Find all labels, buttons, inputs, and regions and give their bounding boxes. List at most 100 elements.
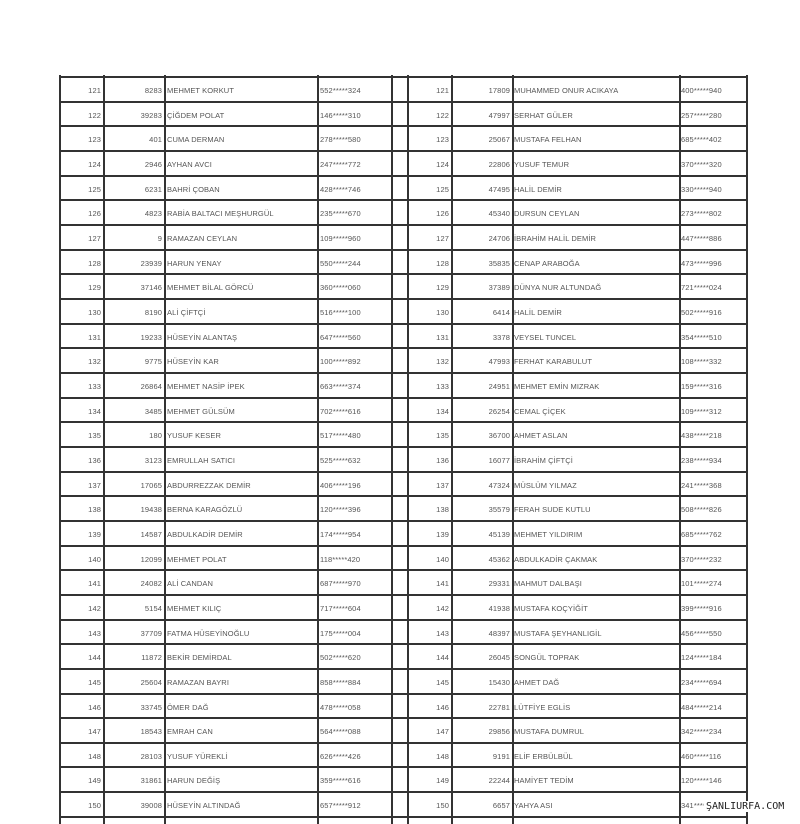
id-number-cell: 159*****316 — [681, 381, 722, 391]
full-name-cell: İBRAHİM HALİL DEMİR — [514, 233, 597, 243]
table-row-border — [59, 371, 748, 374]
full-name-cell: HAMİYET TEDİM — [514, 776, 574, 786]
applicant-id-cell: 28103 — [140, 751, 162, 761]
row-number-cell: 149 — [88, 776, 101, 786]
applicant-id-cell: 17809 — [488, 86, 510, 95]
table-row-border — [59, 445, 748, 448]
full-name-cell: ALİ ÇİFTÇİ — [167, 307, 206, 317]
row-number-cell: 129 — [436, 283, 449, 293]
row-number-cell: 137 — [436, 480, 449, 490]
id-number-cell: 273*****802 — [681, 209, 722, 219]
table-row-border — [59, 741, 748, 744]
id-number-cell: 502*****916 — [681, 307, 722, 317]
applicant-id-cell: 47495 — [488, 184, 510, 194]
id-number-cell: 359*****616 — [320, 776, 361, 786]
applicant-id-cell: 24082 — [140, 579, 162, 589]
full-name-cell: MEHMET KILIÇ — [167, 603, 222, 613]
table-column-border — [512, 75, 514, 824]
row-number-cell: 126 — [436, 209, 449, 219]
id-number-cell: 702*****616 — [320, 406, 361, 416]
row-number-cell: 140 — [436, 554, 449, 564]
full-name-cell: MUSTAFA KOÇYİĞİT — [514, 603, 588, 613]
applicant-id-cell: 5154 — [144, 603, 162, 613]
id-number-cell: 118*****420 — [320, 554, 361, 564]
id-number-cell: 685*****402 — [681, 135, 722, 145]
id-number-cell: 370*****320 — [681, 159, 722, 169]
row-number-cell: 144 — [436, 653, 449, 663]
applicant-id-cell: 35579 — [488, 505, 510, 515]
applicant-id-cell: 22244 — [488, 776, 510, 786]
full-name-cell: CEMAL ÇİÇEK — [514, 406, 566, 416]
full-name-cell: BAHRİ ÇOBAN — [167, 184, 220, 194]
table-column-border — [103, 75, 105, 824]
table-row-border — [59, 495, 748, 498]
id-number-cell: 456*****550 — [681, 628, 722, 638]
table-column-border — [164, 75, 166, 824]
id-number-cell: 516*****100 — [320, 307, 361, 317]
applicant-id-cell: 31861 — [140, 776, 162, 786]
id-number-cell: 120*****146 — [681, 776, 722, 786]
full-name-cell: AYHAN AVCI — [167, 159, 212, 169]
applicant-id-cell: 12099 — [140, 554, 162, 564]
applicant-id-cell: 24706 — [488, 233, 510, 243]
applicant-id-cell: 41938 — [488, 603, 510, 613]
applicant-id-cell: 401 — [149, 135, 162, 145]
id-number-cell: 685*****762 — [681, 529, 722, 539]
applicant-id-cell: 24951 — [488, 381, 510, 391]
row-number-cell: 128 — [88, 258, 101, 268]
table-row-border — [59, 593, 748, 596]
applicant-id-cell: 45362 — [488, 554, 510, 564]
full-name-cell: MUSTAFA ŞEYHANLIGİL — [514, 628, 602, 638]
applicant-id-cell: 39008 — [140, 801, 162, 811]
table-column-border — [391, 75, 393, 824]
full-name-cell: RABİA BALTACI MEŞHURGÜL — [167, 209, 274, 219]
applicant-id-cell: 15430 — [488, 677, 510, 687]
id-number-cell: 108*****332 — [681, 357, 722, 367]
row-number-cell: 123 — [88, 135, 101, 145]
id-number-cell: 428*****746 — [320, 184, 361, 194]
full-name-cell: FATMA HÜSEYİNOĞLU — [167, 628, 250, 638]
full-name-cell: RAMAZAN BAYRI — [167, 677, 230, 687]
id-number-cell: 257*****280 — [681, 110, 722, 120]
id-number-cell: 101*****274 — [681, 579, 722, 589]
row-number-cell: 150 — [436, 801, 449, 811]
full-name-cell: LÜTFİYE EGLİS — [514, 702, 571, 712]
applicant-id-cell: 16077 — [488, 455, 510, 465]
full-name-cell: HARUN YENAY — [167, 258, 222, 268]
table-row-border — [59, 223, 748, 226]
id-number-cell: 354*****510 — [681, 332, 722, 342]
full-name-cell: AHMET DAĞ — [514, 677, 560, 687]
row-number-cell: 127 — [88, 233, 101, 243]
full-name-cell: DURSUN CEYLAN — [514, 209, 580, 219]
table-row-border — [59, 248, 748, 251]
id-number-cell: 721*****024 — [681, 283, 722, 293]
id-number-cell: 717*****604 — [320, 603, 361, 613]
applicant-id-cell: 19233 — [140, 332, 162, 342]
full-name-cell: HALİL DEMİR — [514, 184, 562, 194]
id-number-cell: 626*****426 — [320, 751, 361, 761]
row-number-cell: 124 — [88, 159, 101, 169]
full-name-cell: BEKİR DEMİRDAL — [167, 653, 232, 663]
applicant-id-cell: 6231 — [144, 184, 162, 194]
applicant-id-cell: 2946 — [144, 159, 162, 169]
id-number-cell: 109*****312 — [681, 406, 722, 416]
row-number-cell: 147 — [436, 727, 449, 737]
id-number-cell: 550*****244 — [320, 258, 361, 268]
full-name-cell: ABDULKADİR DEMİR — [167, 529, 243, 539]
id-number-cell: 247*****772 — [320, 159, 361, 169]
full-name-cell: YUSUF YÜREKLİ — [167, 751, 228, 761]
id-number-cell: 342*****234 — [681, 727, 722, 737]
applicant-id-cell: 35835 — [488, 258, 510, 268]
full-name-cell: CENAP ARABOĞA — [514, 258, 580, 268]
applicant-id-cell: 36700 — [488, 431, 510, 441]
id-number-cell: 508*****826 — [681, 505, 722, 515]
applicant-id-cell: 17065 — [140, 480, 162, 490]
full-name-cell: YUSUF KESER — [167, 431, 222, 441]
table-row-border — [59, 149, 748, 152]
watermark: ŞANLIURFA.COM — [704, 801, 787, 812]
table-column-border — [407, 75, 409, 824]
full-name-cell: MUSTAFA FELHAN — [514, 135, 582, 145]
row-number-cell: 122 — [436, 110, 449, 120]
full-name-cell: MEHMET GÜLSÜM — [167, 406, 235, 416]
row-number-cell: 147 — [88, 727, 101, 737]
